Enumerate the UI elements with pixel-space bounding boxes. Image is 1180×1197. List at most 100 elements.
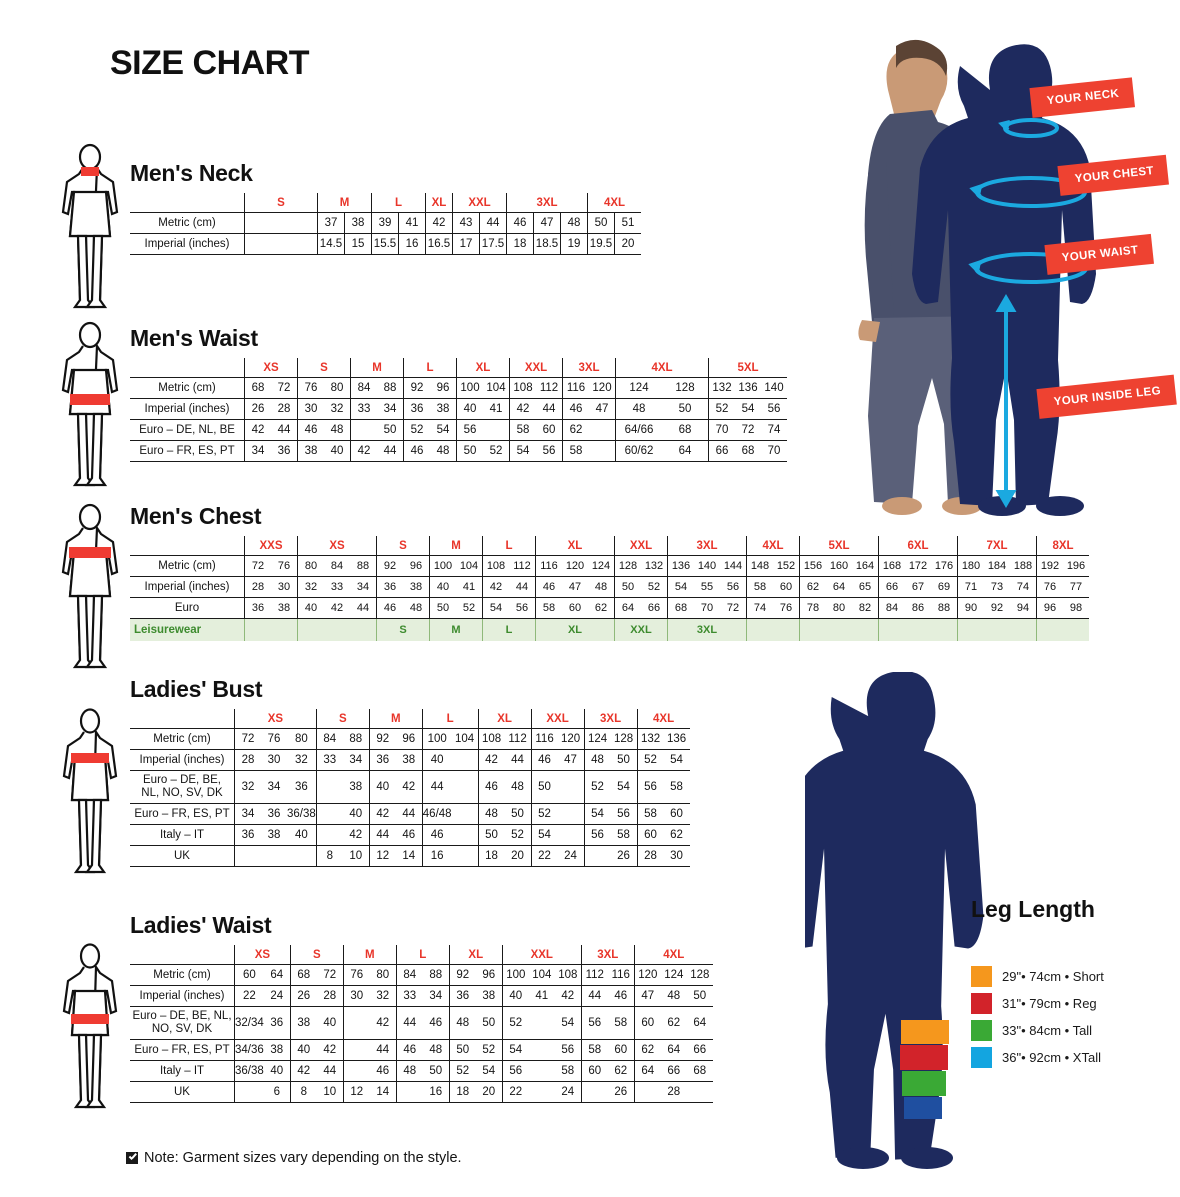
cell: 100 (421, 728, 452, 750)
cell: 24 (554, 1081, 582, 1103)
cell (451, 803, 479, 825)
cell: 44 (580, 985, 608, 1007)
cell: 50 (587, 212, 615, 234)
header-cell-xs: XS (244, 358, 298, 378)
cell: 44 (395, 1006, 423, 1040)
cell: 44 (377, 440, 404, 462)
cell: 24 (263, 985, 291, 1007)
cell: 34/36 (233, 1039, 264, 1061)
cell: 36 (271, 440, 298, 462)
section-mens-chest: Men's Chest XXS XS S M L XL XXL 3XL 4XL … (130, 503, 1089, 641)
cell: 19.5 (587, 233, 615, 255)
cell: 58 (610, 824, 638, 846)
header-cell-xxl: XXL (501, 945, 582, 965)
cell: 48 (448, 1006, 476, 1040)
cell (395, 1081, 423, 1103)
cell: 50 (686, 985, 713, 1007)
cell: 44 (368, 824, 396, 846)
cell: 51 (614, 212, 641, 234)
cell: 40 (324, 440, 351, 462)
row-label: Italy – IT (130, 824, 235, 846)
cell: 60 (633, 1006, 661, 1040)
cell: 62 (633, 1039, 661, 1061)
cell: 74 (746, 597, 773, 619)
cell: 36 (448, 985, 476, 1007)
cell: 24 (557, 845, 585, 867)
cell: 46 (395, 1039, 423, 1061)
table-header-row: S M L XL XXL 3XL 4XL (130, 193, 641, 213)
cell: 67 (905, 576, 931, 598)
cell: 38 (344, 212, 372, 234)
cell: 56 (610, 803, 638, 825)
table-row: Metric (cm) 68 72 76 80 84 88 92 96 100 … (130, 377, 787, 399)
cell: 15.5 (371, 233, 399, 255)
row-label: Euro – FR, ES, PT (130, 1039, 235, 1061)
leg-length-silhouette (805, 672, 984, 1169)
cell: 34 (342, 749, 370, 771)
cell: 164 (852, 555, 879, 577)
cell: 64 (826, 576, 852, 598)
tag-label: YOUR WAIST (1061, 244, 1139, 265)
cell: 108 (509, 377, 536, 399)
cell: 132 (636, 728, 664, 750)
cell: 69 (931, 576, 958, 598)
cell: 80 (324, 377, 351, 399)
cell: 46 (422, 1006, 450, 1040)
cell: 124 (583, 728, 611, 750)
section-title-ladies-bust: Ladies' Bust (130, 676, 263, 702)
cell: 104 (451, 728, 479, 750)
header-cell-xxl: XXL (530, 709, 585, 729)
cell: 42 (324, 597, 350, 619)
cell: 16 (398, 233, 426, 255)
cell (528, 1039, 555, 1061)
section-ladies-bust: Ladies' Bust XS S M L XL XXL 3XL 4XL Met… (130, 676, 690, 867)
cell: 32/34 (233, 1006, 264, 1040)
cell: 64 (660, 1039, 687, 1061)
cell: 46 (395, 824, 423, 846)
cell (315, 824, 343, 846)
cell: 44 (316, 1060, 344, 1082)
cell: 10 (316, 1081, 344, 1103)
cell: 17 (452, 233, 480, 255)
cell: 72 (244, 555, 271, 577)
cell: 55 (694, 576, 720, 598)
cell: 16 (421, 845, 452, 867)
cell: 40 (316, 1006, 344, 1040)
cell: 54 (509, 440, 536, 462)
cell: 14 (395, 845, 423, 867)
section-ladies-waist: Ladies' Waist XS S M L XL XXL 3XL 4XL Me… (130, 912, 713, 1103)
leisurewear-cell (957, 618, 1037, 641)
cell: 18 (477, 845, 505, 867)
cell: 80 (287, 728, 317, 750)
cell: 60 (636, 824, 664, 846)
cell: 50 (456, 440, 483, 462)
cell: 56 (720, 576, 747, 598)
cell: 60 (580, 1060, 608, 1082)
cell: 46 (297, 419, 324, 441)
cell: 72 (316, 964, 344, 986)
cell: 62 (607, 1060, 635, 1082)
cell (342, 1039, 370, 1061)
cell (287, 845, 317, 867)
cell: 43 (452, 212, 480, 234)
cell (483, 419, 510, 441)
cell: 156 (799, 555, 826, 577)
cell: 54 (610, 770, 638, 804)
section-title-mens-waist: Men's Waist (130, 325, 258, 351)
cell: 62 (562, 419, 589, 441)
header-cell-xs: XS (297, 536, 377, 556)
table-row: Italy – IT 36 38 40 42 44 46 46 50 52 54 56 58 60 62 (130, 824, 690, 846)
cell: 116 (530, 728, 558, 750)
cell: 26 (607, 1081, 635, 1103)
cell: 41 (456, 576, 483, 598)
band-tall (902, 1071, 946, 1096)
cell: 128 (610, 728, 638, 750)
tag-label: YOUR CHEST (1074, 165, 1155, 186)
cell: 10 (342, 845, 370, 867)
cell: 44 (369, 1039, 397, 1061)
row-label: UK (130, 1081, 235, 1103)
cell (234, 845, 261, 867)
tag-label: YOUR NECK (1046, 87, 1120, 108)
cell: 22 (530, 845, 558, 867)
